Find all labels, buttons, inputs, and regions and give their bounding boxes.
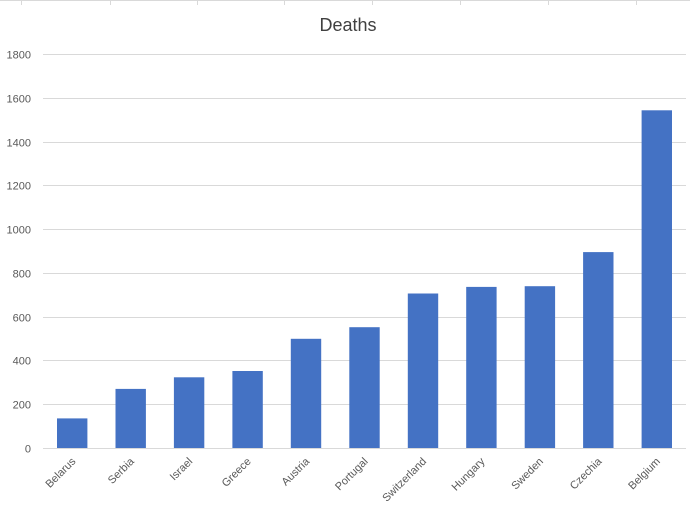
chart-title: Deaths	[319, 15, 376, 35]
bar-czechia	[583, 252, 614, 448]
x-axis-category-labels: Belarus Serbia Israel Greece Austria Portugal…	[43, 455, 662, 504]
y-tick-label: 1400	[7, 138, 31, 150]
x-category-label: Czechia	[568, 455, 605, 492]
y-tick-label: 800	[13, 269, 31, 281]
bar-belarus	[57, 418, 88, 448]
bar-austria	[290, 338, 322, 448]
bar-belgium	[641, 110, 672, 449]
y-tick-label: 1200	[7, 181, 31, 193]
x-category-label: Hungary	[450, 455, 488, 493]
y-tick-label: 400	[13, 356, 31, 368]
gridlines	[43, 54, 686, 449]
y-tick-label: 200	[13, 400, 31, 412]
x-category-label: Belarus	[43, 455, 78, 490]
x-category-label: Austria	[279, 455, 312, 488]
y-tick-label: 1800	[7, 50, 31, 62]
spreadsheet-cell-borders	[0, 0, 690, 5]
y-tick-label: 600	[13, 313, 31, 325]
x-category-label: Greece	[220, 456, 254, 490]
y-tick-label: 1000	[7, 225, 31, 237]
x-category-label: Portugal	[333, 456, 370, 493]
y-tick-label: 0	[25, 444, 31, 456]
bar-serbia	[115, 388, 146, 448]
x-category-label: Serbia	[106, 455, 138, 487]
y-tick-label: 1600	[7, 94, 31, 106]
bar-hungary	[466, 286, 497, 448]
x-category-label: Israel	[168, 456, 196, 484]
x-category-label: Belgium	[626, 456, 663, 493]
x-category-label: Switzerland	[380, 456, 429, 505]
bars	[57, 110, 672, 449]
bar-switzerland	[407, 293, 439, 448]
bar-portugal	[349, 327, 380, 448]
bar-greece	[232, 371, 263, 448]
bar-sweden	[524, 286, 556, 448]
y-axis-tick-labels: 0 200 400 600 800 1000 1200 1400 1600 1800	[7, 50, 31, 456]
x-category-label: Sweden	[509, 456, 546, 493]
bar-israel	[173, 377, 205, 448]
